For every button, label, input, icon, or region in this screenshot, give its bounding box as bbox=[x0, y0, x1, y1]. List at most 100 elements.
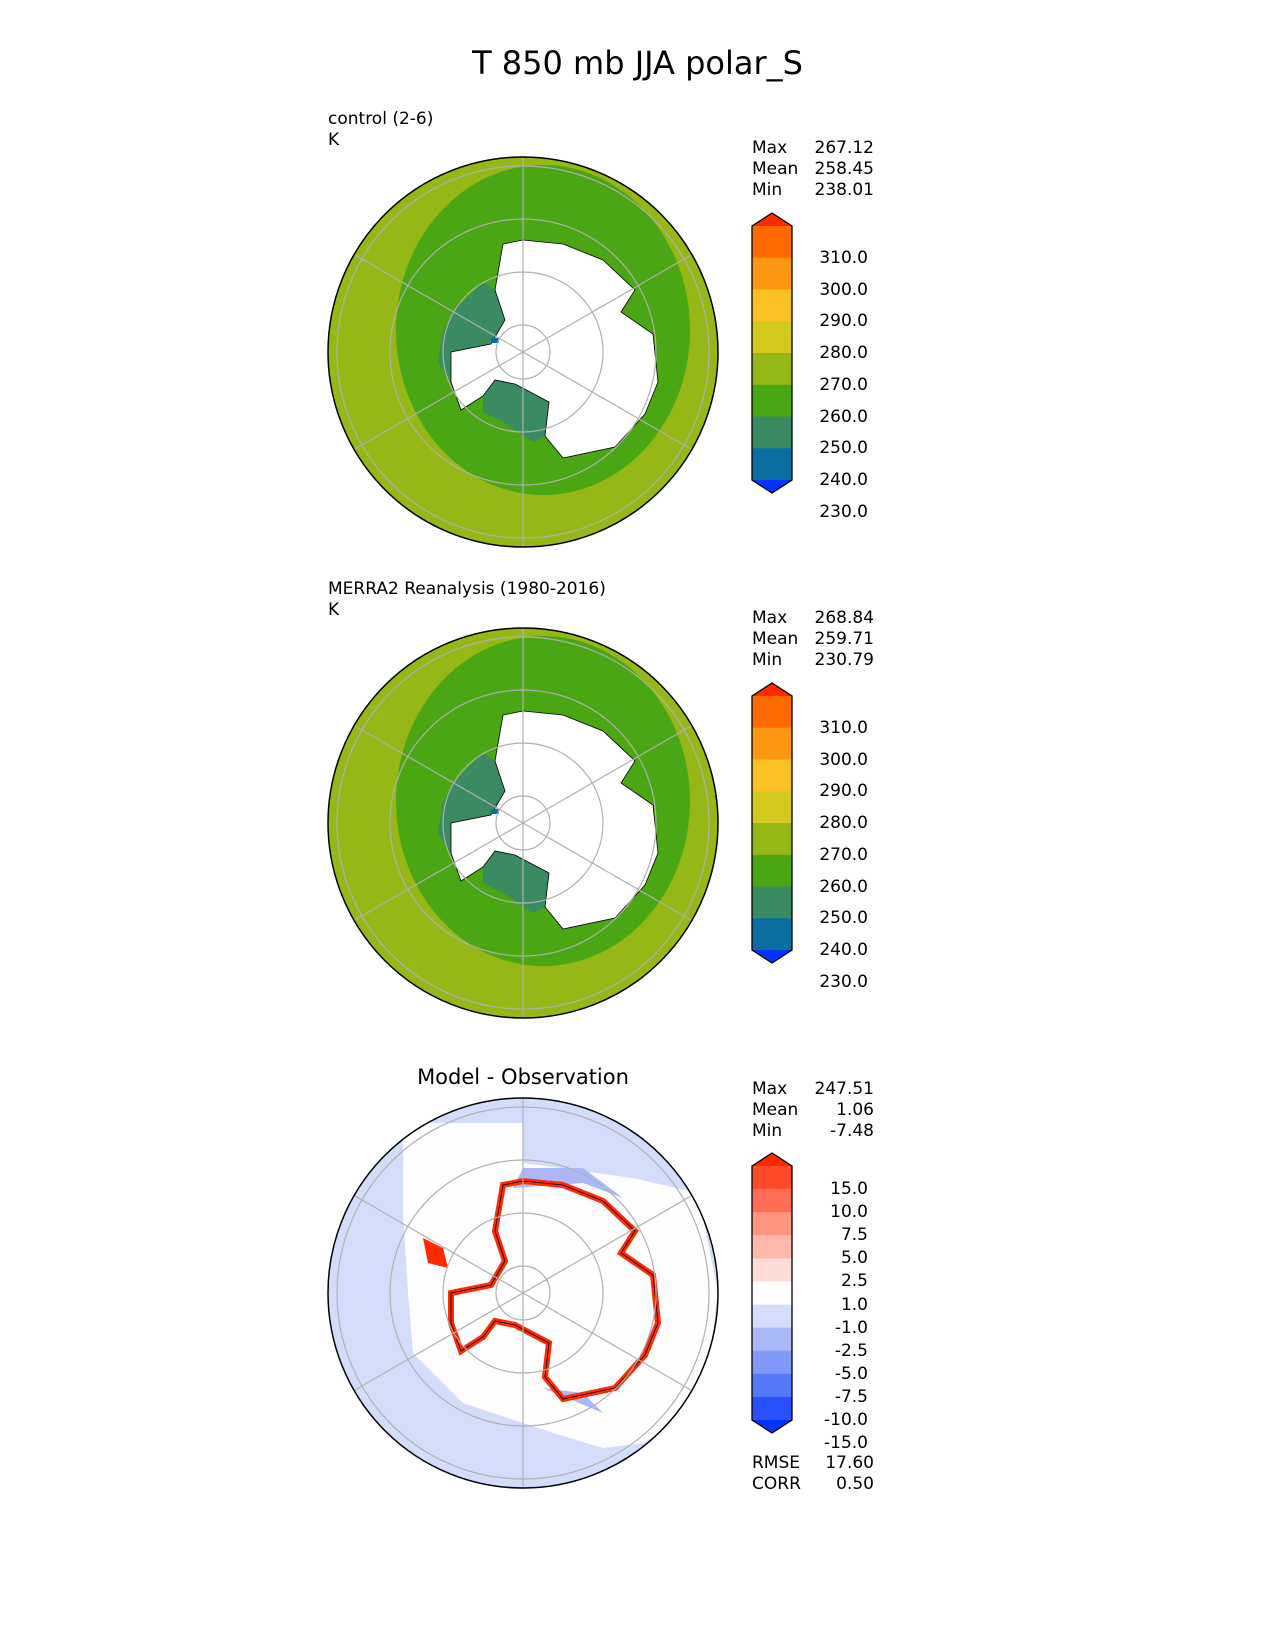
corr-label: CORR bbox=[752, 1474, 801, 1494]
region-minus2.5-to-minus5 bbox=[513, 1168, 623, 1413]
colorbar-tick-label: 10.0 bbox=[830, 1202, 868, 1222]
panel1-header: control (2-6) K bbox=[328, 109, 433, 151]
panel3-metrics: RMSE 17.60 CORR 0.50 bbox=[752, 1453, 874, 1495]
colorbar-segment bbox=[752, 854, 792, 887]
colorbar-segment bbox=[752, 353, 792, 386]
colorbar-segment bbox=[752, 1350, 792, 1375]
panel2-title: MERRA2 Reanalysis (1980-2016) bbox=[328, 579, 606, 599]
colorbar-segment bbox=[752, 1258, 792, 1282]
colorbar-2 bbox=[751, 682, 793, 964]
colorbar-outline bbox=[751, 1152, 793, 1434]
colorbar-segment bbox=[752, 289, 792, 322]
panel3-stats: Max 247.51 Mean 1.06 Min -7.48 bbox=[752, 1079, 874, 1142]
coastline bbox=[450, 1180, 659, 1400]
colorbar-segment bbox=[752, 727, 792, 760]
map-boundary bbox=[327, 627, 719, 1019]
colorbar-extend-max bbox=[752, 683, 792, 696]
colorbar-tick-label: 290.0 bbox=[819, 311, 868, 331]
colorbar-tick-label: -2.5 bbox=[834, 1341, 868, 1361]
corr-value: 0.50 bbox=[836, 1474, 874, 1494]
colorbar-segment bbox=[752, 226, 792, 259]
colorbar-segment bbox=[752, 321, 792, 354]
max-label: Max bbox=[752, 608, 788, 628]
colorbar-tick-label: 280.0 bbox=[819, 343, 868, 363]
max-label: Max bbox=[752, 138, 788, 158]
panel1-stats: Max 267.12 Mean 258.45 Min 238.01 bbox=[752, 138, 874, 201]
colorbar-tick-label: 300.0 bbox=[819, 750, 868, 770]
min-value: -7.48 bbox=[830, 1121, 874, 1141]
colorbar-tick-label: 250.0 bbox=[819, 908, 868, 928]
colorbar-tick-label: 15.0 bbox=[830, 1179, 868, 1199]
panel2-header: MERRA2 Reanalysis (1980-2016) K bbox=[328, 579, 606, 621]
colorbar-tick-label: -5.0 bbox=[834, 1364, 868, 1384]
colorbar-segment bbox=[752, 1304, 792, 1329]
rmse-value: 17.60 bbox=[825, 1453, 874, 1473]
colorbar-tick-label: 300.0 bbox=[819, 280, 868, 300]
colorbar-tick-label: -7.5 bbox=[834, 1387, 868, 1407]
colorbar-tick-label: 260.0 bbox=[819, 407, 868, 427]
colorbar-extend-min bbox=[752, 480, 792, 493]
longitude-gridline bbox=[353, 724, 693, 922]
colorbar-tick-label: 260.0 bbox=[819, 877, 868, 897]
region-230-240 bbox=[491, 809, 499, 814]
max-value: 247.51 bbox=[814, 1079, 874, 1099]
colorbar-tick-label: 250.0 bbox=[819, 438, 868, 458]
min-label: Min bbox=[752, 180, 783, 200]
colorbar-tick-label: -10.0 bbox=[824, 1410, 868, 1430]
colorbar-segment bbox=[752, 759, 792, 792]
colorbar-segment bbox=[752, 1212, 792, 1236]
colorbar-extend-max bbox=[752, 213, 792, 226]
colorbar-tick-label: 5.0 bbox=[840, 1248, 868, 1268]
colorbar-segment bbox=[752, 448, 792, 481]
region-230-240 bbox=[491, 338, 499, 343]
region-240-250 bbox=[438, 282, 549, 442]
region-240-250 bbox=[438, 753, 549, 913]
map-panel-3 bbox=[327, 1097, 719, 1489]
figure-title: T 850 mb JJA polar_S bbox=[472, 44, 803, 82]
colorbar-segment bbox=[752, 257, 792, 290]
colorbar-tick-label: 270.0 bbox=[819, 375, 868, 395]
longitude-gridline bbox=[353, 253, 693, 451]
map-panel-1 bbox=[327, 156, 719, 548]
colorbar-segment bbox=[752, 1281, 792, 1306]
region-near-zero bbox=[403, 1123, 718, 1448]
max-label: Max bbox=[752, 1079, 788, 1099]
colorbar-extend-min bbox=[752, 1420, 792, 1433]
colorbar-segment bbox=[752, 1235, 792, 1259]
colorbar-extend-min bbox=[752, 950, 792, 963]
colorbar-tick-label: 1.0 bbox=[840, 1295, 868, 1315]
colorbar-segment bbox=[752, 886, 792, 919]
antarctica-landmass bbox=[450, 239, 659, 459]
colorbar-segment bbox=[752, 384, 792, 417]
colorbar-1 bbox=[751, 212, 793, 494]
colorbar-outline bbox=[751, 212, 793, 494]
max-value: 267.12 bbox=[814, 138, 874, 158]
colorbar-segment bbox=[752, 791, 792, 824]
colorbar-extend-max bbox=[752, 1153, 792, 1166]
mean-value: 1.06 bbox=[836, 1100, 874, 1120]
colorbar-tick-label: -1.0 bbox=[834, 1318, 868, 1338]
colorbar-tick-label: 230.0 bbox=[819, 972, 868, 992]
colorbar-tick-label: 240.0 bbox=[819, 470, 868, 490]
colorbar-segment bbox=[752, 1189, 792, 1213]
map-boundary bbox=[327, 156, 719, 548]
longitude-gridline bbox=[353, 1194, 693, 1392]
min-label: Min bbox=[752, 1121, 783, 1141]
colorbar-tick-label: -15.0 bbox=[824, 1433, 868, 1453]
panel1-units: K bbox=[328, 130, 340, 150]
colorbar-segment bbox=[752, 1166, 792, 1190]
panel2-stats: Max 268.84 Mean 259.71 Min 230.79 bbox=[752, 608, 874, 671]
panel2-units: K bbox=[328, 600, 340, 620]
colorbar-tick-label: 2.5 bbox=[840, 1271, 868, 1291]
colorbar-tick-label: 310.0 bbox=[819, 248, 868, 268]
colorbar-3 bbox=[751, 1152, 793, 1434]
mean-label: Mean bbox=[752, 1100, 799, 1120]
colorbar-tick-label: 7.5 bbox=[840, 1225, 868, 1245]
colorbar-segment bbox=[752, 1396, 792, 1421]
colorbar-segment bbox=[752, 918, 792, 951]
mean-label: Mean bbox=[752, 159, 799, 179]
colorbar-tick-label: 290.0 bbox=[819, 781, 868, 801]
max-value: 268.84 bbox=[814, 608, 874, 628]
map-panel-2 bbox=[327, 627, 719, 1019]
